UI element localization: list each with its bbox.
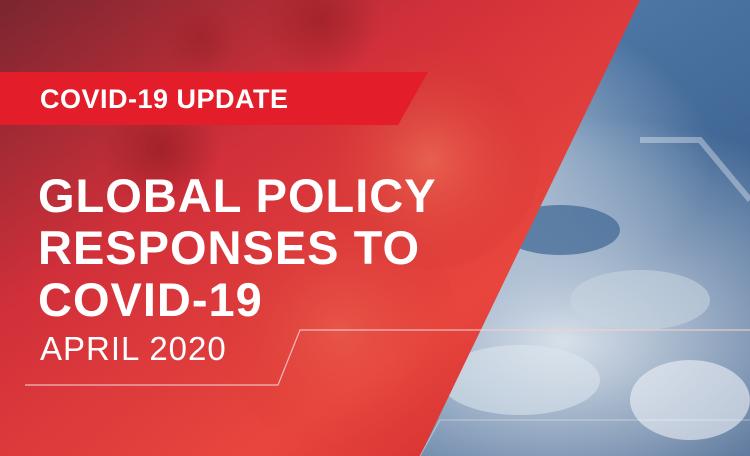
headline-line-2: RESPONSES TO — [38, 221, 421, 274]
update-tag-background — [0, 72, 428, 125]
publication-date: APRIL 2020 — [40, 330, 227, 367]
headline: GLOBAL POLICY RESPONSES TO COVID-19 — [38, 170, 498, 326]
headline-line-1: GLOBAL POLICY — [38, 169, 437, 222]
update-tag-label: COVID-19 UPDATE — [40, 84, 289, 114]
headline-line-3: COVID-19 — [38, 273, 263, 326]
